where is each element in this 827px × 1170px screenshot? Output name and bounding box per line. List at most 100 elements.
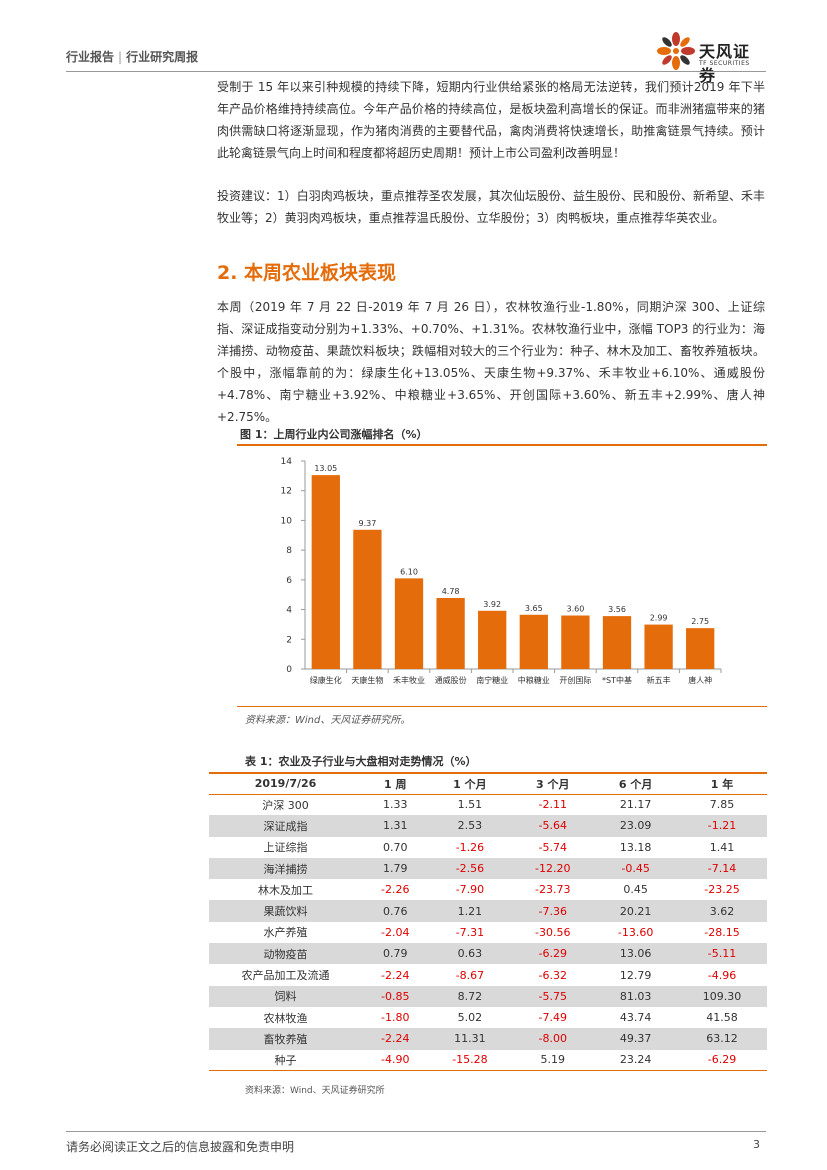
table-cell: 11.31 [454,1032,486,1046]
table-row-label: 动物疫苗 [263,947,308,961]
table-cell: -2.24 [381,968,410,982]
table-cell: -8.00 [538,1032,567,1046]
category-label: 绿康生化 [310,675,342,685]
bar [644,624,673,669]
bar [686,628,715,669]
category-label: 通威股份 [435,675,467,685]
y-tick-label: 12 [281,487,292,497]
bar-chart: 0 2 4 6 8 10 12 14 13.05 绿康生化 9.37 天康生物 6.10 禾丰牧业 4.78… [281,457,722,685]
table-cell: -2.24 [381,1032,410,1046]
bar-value-label: 9.37 [358,519,376,528]
table-row-label: 果蔬饮料 [263,905,308,919]
table-cell: -23.25 [704,883,740,897]
table-cell: -0.85 [381,989,410,1003]
bar-value-label: 3.92 [483,600,501,609]
table-cell: 3.62 [709,904,735,918]
category-label: 禾丰牧业 [393,675,425,685]
table-cell: -6.32 [538,968,567,982]
table-cell: -7.36 [538,904,567,918]
table-cell: -12.20 [535,862,571,876]
table-cell: 1.79 [383,862,408,876]
table-cell: 12.79 [619,968,652,982]
table-cell: -5.75 [538,989,567,1003]
table-row-label: 农产品加工及流通 [241,969,330,983]
paragraph-outlook: 受制于 15 年以来引种规模的持续下降，短期内行业供给紧张的格局无法逆转，我们预… [217,80,765,160]
table-header-6m: 6 个月 [618,777,653,791]
table-cell: 1.21 [457,904,483,918]
table-cell: 13.06 [619,947,652,961]
table-cell: -30.56 [535,925,571,939]
table-cell: -2.11 [538,798,567,812]
table-cell: 7.85 [709,798,735,812]
logo-name-en: TF SECURITIES [699,60,750,67]
table-title: 表 1：农业及子行业与大盘相对走势情况（%） [245,755,477,768]
table-header-date: 2019/7/26 [254,777,317,791]
table-cell: 5.19 [540,1053,566,1067]
table-cell: -28.15 [704,925,740,939]
table-row-label: 沪深 300 [262,798,309,812]
footer-disclaimer: 请务必阅读正文之后的信息披露和免责申明 [66,1140,295,1154]
table-cell: -13.60 [617,925,654,939]
table-cell: -15.28 [452,1053,488,1067]
table-header-3m: 3 个月 [536,777,570,791]
paragraph-weekly-performance: 本周（2019 年 7 月 22 日-2019 年 7 月 26 日），农林牧渔… [217,300,765,424]
y-tick-label: 2 [286,635,292,645]
bar-value-label: 13.05 [314,464,337,473]
table-cell: -1.80 [381,1011,410,1025]
table-row-label: 深证成指 [263,819,308,833]
table-row-label: 农林牧渔 [263,1011,308,1025]
table-cell: -6.29 [538,947,567,961]
bar [561,615,590,669]
table-cell: -6.29 [707,1053,737,1067]
table-row-label: 上证综指 [263,841,308,855]
table-row: 种子 -4.90 -15.28 5.19 23.24 -6.29 [209,1050,767,1071]
table-row: 农林牧渔 -1.80 5.02 -7.49 43.74 41.58 [209,1007,767,1028]
table-header-row: 2019/7/26 1 周 1 个月 3 个月 6 个月 1 年 [209,773,767,794]
logo-flower-icon [657,32,695,70]
table-cell: 1.33 [383,798,408,812]
table-row-label: 水产养殖 [263,926,308,940]
figure-source-rule [237,706,767,707]
table-cell: -7.90 [455,883,485,897]
y-tick-label: 4 [286,606,292,616]
table-cell: 0.45 [623,883,648,897]
table-row-label: 种子 [274,1053,297,1067]
bar [478,610,507,669]
table-cell: -0.45 [621,862,650,876]
bar-value-label: 6.10 [400,567,418,576]
table-cell: 41.58 [706,1011,738,1025]
category-label: 中粮糖业 [518,675,550,685]
header-separator: | [118,50,123,64]
table-cell: 21.17 [619,798,652,812]
bar-value-label: 2.99 [650,614,668,623]
header-divider [66,71,766,72]
table-cell: -7.14 [707,862,737,876]
table-cell: -23.73 [535,883,571,897]
bar [436,597,465,669]
table-cell: -5.64 [538,819,567,833]
table-row: 沪深 300 1.33 1.51 -2.11 21.17 7.85 [209,794,767,815]
table-cell: -8.67 [455,968,485,982]
header-subtype: 行业研究周报 [126,50,199,64]
y-tick-label: 0 [286,665,292,675]
table-source: 资料来源：Wind、天风证券研究所 [245,1086,385,1096]
category-label: 开创国际 [559,675,591,685]
bar [353,529,382,669]
table-cell: -4.96 [707,968,737,982]
table-row: 果蔬饮料 0.76 1.21 -7.36 20.21 3.62 [209,900,767,922]
table-cell: 1.31 [383,819,408,833]
figure-source: 资料来源：Wind、天风证券研究所。 [245,715,411,726]
report-header: 行业报告 | 行业研究周报 [66,48,198,65]
table-cell: -5.11 [707,947,737,961]
table-cell: 81.03 [619,989,652,1003]
table-cell: 1.51 [457,798,483,812]
figure-title: 图 1：上周行业内公司涨幅排名（%） [240,428,428,441]
table-cell: 0.79 [383,947,408,961]
category-label: 南宁糖业 [476,675,508,685]
table-cell: -1.21 [707,819,737,833]
table-header-1m: 1 个月 [453,777,487,791]
table-row: 饲料 -0.85 8.72 -5.75 81.03 109.30 [209,985,767,1007]
table-cell: 13.18 [619,840,652,854]
table-cell: 109.30 [702,989,742,1003]
bar-value-label: 3.60 [566,605,584,614]
